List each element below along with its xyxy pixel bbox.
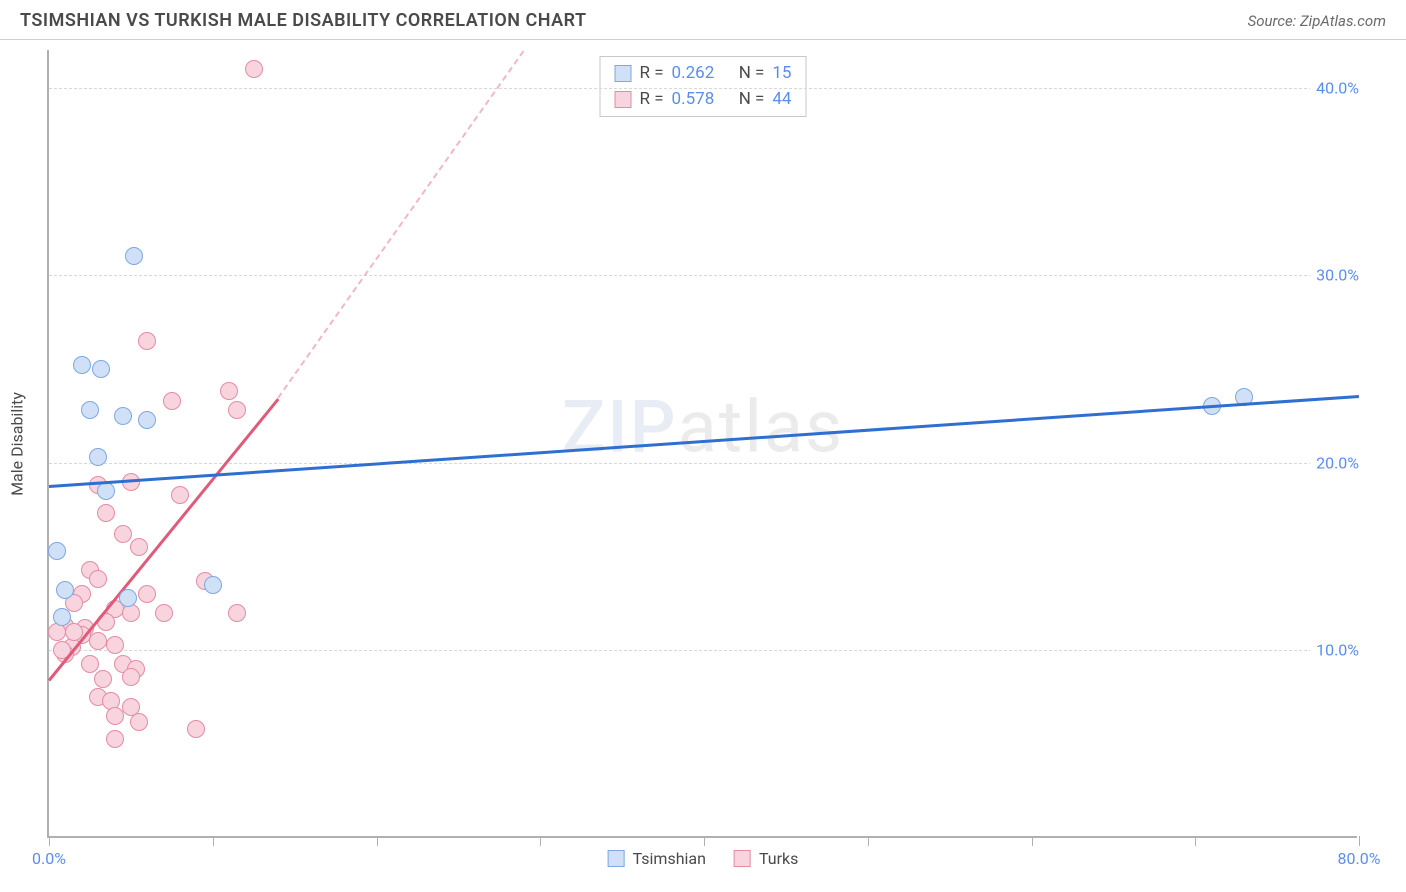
gridline <box>49 463 1357 464</box>
data-point <box>245 60 263 78</box>
x-tick <box>704 836 705 846</box>
gridline <box>49 275 1357 276</box>
data-point <box>163 392 181 410</box>
data-point <box>119 589 137 607</box>
data-point <box>122 668 140 686</box>
x-tick-label: 0.0% <box>32 849 66 868</box>
chart-title: TSIMSHIAN VS TURKISH MALE DISABILITY COR… <box>20 10 587 31</box>
swatch-turks <box>615 91 632 108</box>
trend-line <box>48 398 280 681</box>
gridline <box>49 650 1357 651</box>
data-point <box>106 730 124 748</box>
data-point <box>228 604 246 622</box>
data-point <box>187 720 205 738</box>
data-point <box>114 407 132 425</box>
data-point <box>171 486 189 504</box>
swatch-tsimshian <box>608 850 625 867</box>
gridline <box>49 88 1357 89</box>
data-point <box>125 247 143 265</box>
x-tick <box>540 836 541 846</box>
data-point <box>130 538 148 556</box>
swatch-turks <box>734 850 751 867</box>
x-tick <box>1032 836 1033 846</box>
x-tick <box>213 836 214 846</box>
data-point <box>114 525 132 543</box>
data-point <box>228 401 246 419</box>
data-point <box>89 570 107 588</box>
data-point <box>138 411 156 429</box>
data-point <box>92 360 110 378</box>
data-point <box>106 636 124 654</box>
chart-header: TSIMSHIAN VS TURKISH MALE DISABILITY COR… <box>0 0 1406 40</box>
x-tick-label: 80.0% <box>1338 849 1381 868</box>
data-point <box>155 604 173 622</box>
data-point <box>53 608 71 626</box>
y-tick-label: 10.0% <box>1310 641 1359 660</box>
y-axis-label: Male Disability <box>8 392 27 496</box>
data-point <box>94 670 112 688</box>
data-point <box>130 713 148 731</box>
data-point <box>204 576 222 594</box>
legend-item: Tsimshian <box>608 849 706 868</box>
y-tick-label: 20.0% <box>1310 453 1359 472</box>
data-point <box>65 623 83 641</box>
chart-area: Male Disability ZIPatlas R = 0.262 N = 1… <box>47 50 1387 838</box>
data-point <box>48 542 66 560</box>
scatter-plot: ZIPatlas R = 0.262 N = 15 R = 0.578 N = … <box>47 50 1357 838</box>
data-point <box>81 401 99 419</box>
x-tick <box>377 836 378 846</box>
x-tick <box>868 836 869 846</box>
stats-row: R = 0.262 N = 15 <box>615 61 792 87</box>
chart-source: Source: ZipAtlas.com <box>1248 12 1386 30</box>
stats-row: R = 0.578 N = 44 <box>615 87 792 113</box>
data-point <box>56 581 74 599</box>
data-point <box>138 585 156 603</box>
data-point <box>220 382 238 400</box>
trend-line <box>277 50 524 398</box>
data-point <box>97 482 115 500</box>
stats-legend: R = 0.262 N = 15 R = 0.578 N = 44 <box>600 56 807 117</box>
data-point <box>138 332 156 350</box>
x-tick <box>49 836 50 846</box>
series-legend: Tsimshian Turks <box>608 849 799 868</box>
y-tick-label: 30.0% <box>1310 266 1359 285</box>
data-point <box>106 707 124 725</box>
x-tick <box>1195 836 1196 846</box>
swatch-tsimshian <box>615 65 632 82</box>
data-point <box>89 448 107 466</box>
x-tick <box>1359 836 1360 846</box>
data-point <box>81 655 99 673</box>
data-point <box>73 356 91 374</box>
data-point <box>89 632 107 650</box>
y-tick-label: 40.0% <box>1310 78 1359 97</box>
legend-item: Turks <box>734 849 798 868</box>
data-point <box>97 504 115 522</box>
watermark: ZIPatlas <box>562 385 844 470</box>
